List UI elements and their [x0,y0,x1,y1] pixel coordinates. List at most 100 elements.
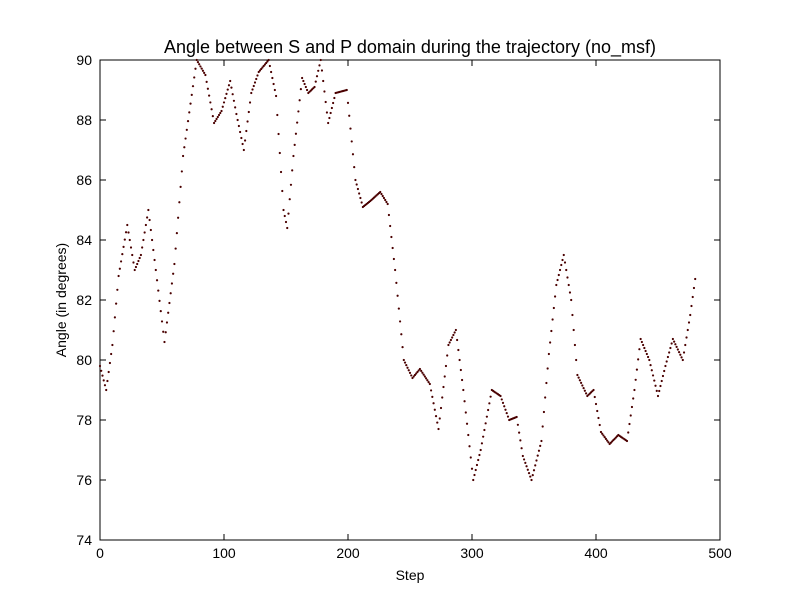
data-point [487,408,490,412]
data-point [465,422,469,425]
data-point [428,382,431,386]
data-point [668,351,671,354]
data-point [501,401,505,404]
data-point [328,116,331,120]
data-point [177,216,180,219]
data-point [479,448,482,452]
data-point [594,402,598,406]
data-point [322,79,325,83]
data-point [245,129,248,133]
data-point [313,85,316,89]
data-point [536,454,539,457]
data-point [286,226,289,230]
x-tick-label: 0 [96,545,104,561]
data-point [485,415,488,418]
data-point [635,368,639,371]
data-point [221,105,224,108]
data-point [525,465,528,468]
data-point [391,246,394,250]
data-point [694,277,697,281]
data-point [237,124,240,128]
data-point [500,398,503,401]
data-point [582,387,585,390]
data-point [157,289,160,292]
data-point [395,281,398,284]
data-point [173,262,176,266]
data-point [401,346,404,349]
data-point [265,61,268,65]
data-point [575,358,578,362]
data-point [649,364,652,367]
data-point [447,343,450,347]
data-point [294,132,298,135]
data-point [390,235,393,239]
data-point [544,396,547,399]
data-point [417,369,420,372]
data-point [190,93,193,97]
data-point [403,361,407,364]
data-point [246,120,249,123]
data-point [451,336,454,339]
data-point [669,346,672,350]
data-point [470,467,474,470]
data-point [684,343,687,347]
data-point [453,331,456,334]
x-tick-label: 300 [460,545,484,561]
data-point [292,154,295,158]
y-tick-label: 80 [76,352,92,368]
data-point [489,395,492,398]
data-point [597,416,600,420]
data-point [583,389,586,392]
data-point [411,376,414,380]
data-point [149,228,152,232]
data-point [242,148,245,152]
y-tick-label: 78 [76,412,92,428]
data-point [578,379,581,382]
data-point [650,369,653,372]
data-point [116,288,119,291]
data-point [598,423,601,427]
data-point [287,212,290,215]
data-point [243,139,247,142]
data-point [227,84,231,87]
data-point [468,445,471,448]
data-point [584,392,588,395]
data-point [266,60,269,63]
data-point [121,253,124,256]
data-point [235,112,238,116]
data-point [661,374,665,378]
data-point [355,183,358,186]
data-point [108,361,112,365]
y-tick-label: 82 [76,292,92,308]
data-point [429,389,433,392]
data-point [179,185,182,188]
data-point [472,478,475,482]
data-point [112,330,115,333]
data-point [169,292,172,295]
data-point [593,395,596,399]
data-point [276,113,279,117]
data-point [459,368,462,372]
data-point [158,299,161,302]
data-point [231,93,234,96]
data-point [386,202,389,206]
data-point [571,313,574,317]
data-point [346,101,350,104]
data-point [332,101,335,105]
data-point [664,364,667,368]
data-point [122,245,125,248]
data-point [546,367,549,370]
data-point [436,421,439,424]
data-point [663,369,666,373]
data-point [602,434,605,437]
data-point [442,385,445,389]
data-point [325,111,329,114]
data-point [566,276,569,279]
data-point [317,69,320,72]
data-point [230,86,233,89]
data-point [449,338,453,342]
data-point [689,313,692,317]
data-point [482,435,485,438]
data-point [687,321,691,324]
data-point [460,378,464,382]
